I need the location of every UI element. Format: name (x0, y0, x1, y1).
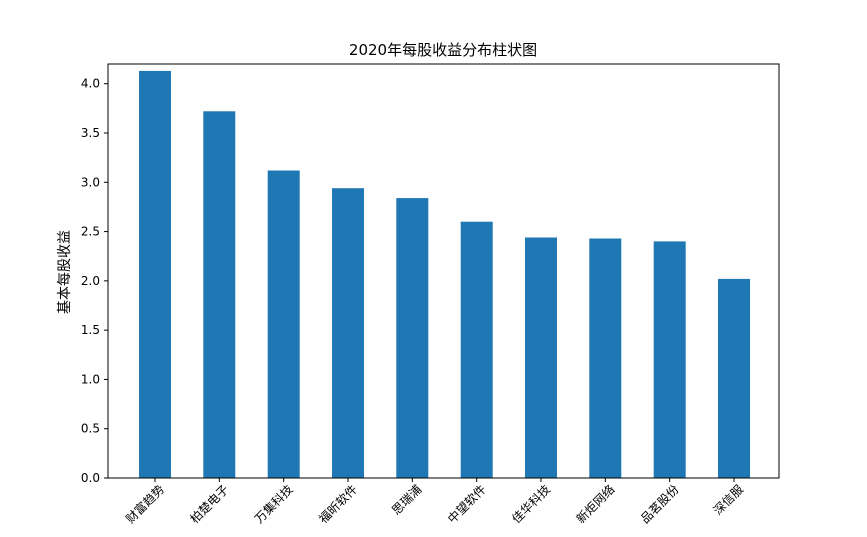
x-tick-label: 柏楚电子 (187, 482, 232, 527)
x-tick-label: 深信服 (711, 482, 746, 517)
x-tick-label: 新炬网络 (573, 482, 618, 527)
bar-3 (267, 170, 300, 478)
bar-7 (525, 237, 557, 478)
y-tick-label: 3.0 (81, 175, 100, 189)
y-tick-label: 3.5 (81, 126, 100, 140)
y-axis-label: 基本每股收益 (56, 230, 73, 314)
bars-group (139, 70, 750, 479)
x-tick-label: 品茗股份 (638, 482, 682, 526)
y-tick-label: 4.0 (81, 77, 100, 91)
x-tick-label: 中望软件 (444, 482, 489, 527)
bar-2 (203, 111, 236, 479)
bar-10 (718, 278, 750, 478)
x-tick-label: 思瑞浦 (389, 482, 424, 517)
x-tick-label: 福昕软件 (316, 482, 361, 527)
y-tick-label: 1.0 (81, 372, 100, 386)
y-tick-label: 1.5 (81, 323, 100, 337)
y-tick-label: 2.0 (81, 274, 100, 288)
x-tick-label: 万集科技 (251, 482, 296, 527)
x-tick-label: 财富趋势 (123, 482, 168, 527)
bar-1 (139, 70, 171, 479)
bar-9 (653, 241, 686, 478)
plot-frame (107, 63, 780, 479)
y-tick-label: 2.5 (81, 225, 100, 239)
chart-title: 2020年每股收益分布柱状图 (349, 41, 537, 59)
bar-5 (396, 198, 429, 478)
y-ticks-group: 0.0 0.5 1.0 1.5 2.0 2.5 3.0 3.5 4.0 (81, 77, 108, 485)
bar-4 (332, 188, 364, 478)
bar-8 (589, 238, 622, 478)
y-tick-label: 0.5 (81, 422, 100, 436)
x-tick-label: 佳华科技 (509, 482, 553, 526)
bar-6 (460, 221, 493, 478)
y-tick-label: 0.0 (81, 471, 100, 485)
x-ticks-group: 财富趋势 柏楚电子 万集科技 福昕软件 思瑞浦 中望软件 佳华科技 新炬网络 品茗股份 深信服 (123, 478, 746, 527)
